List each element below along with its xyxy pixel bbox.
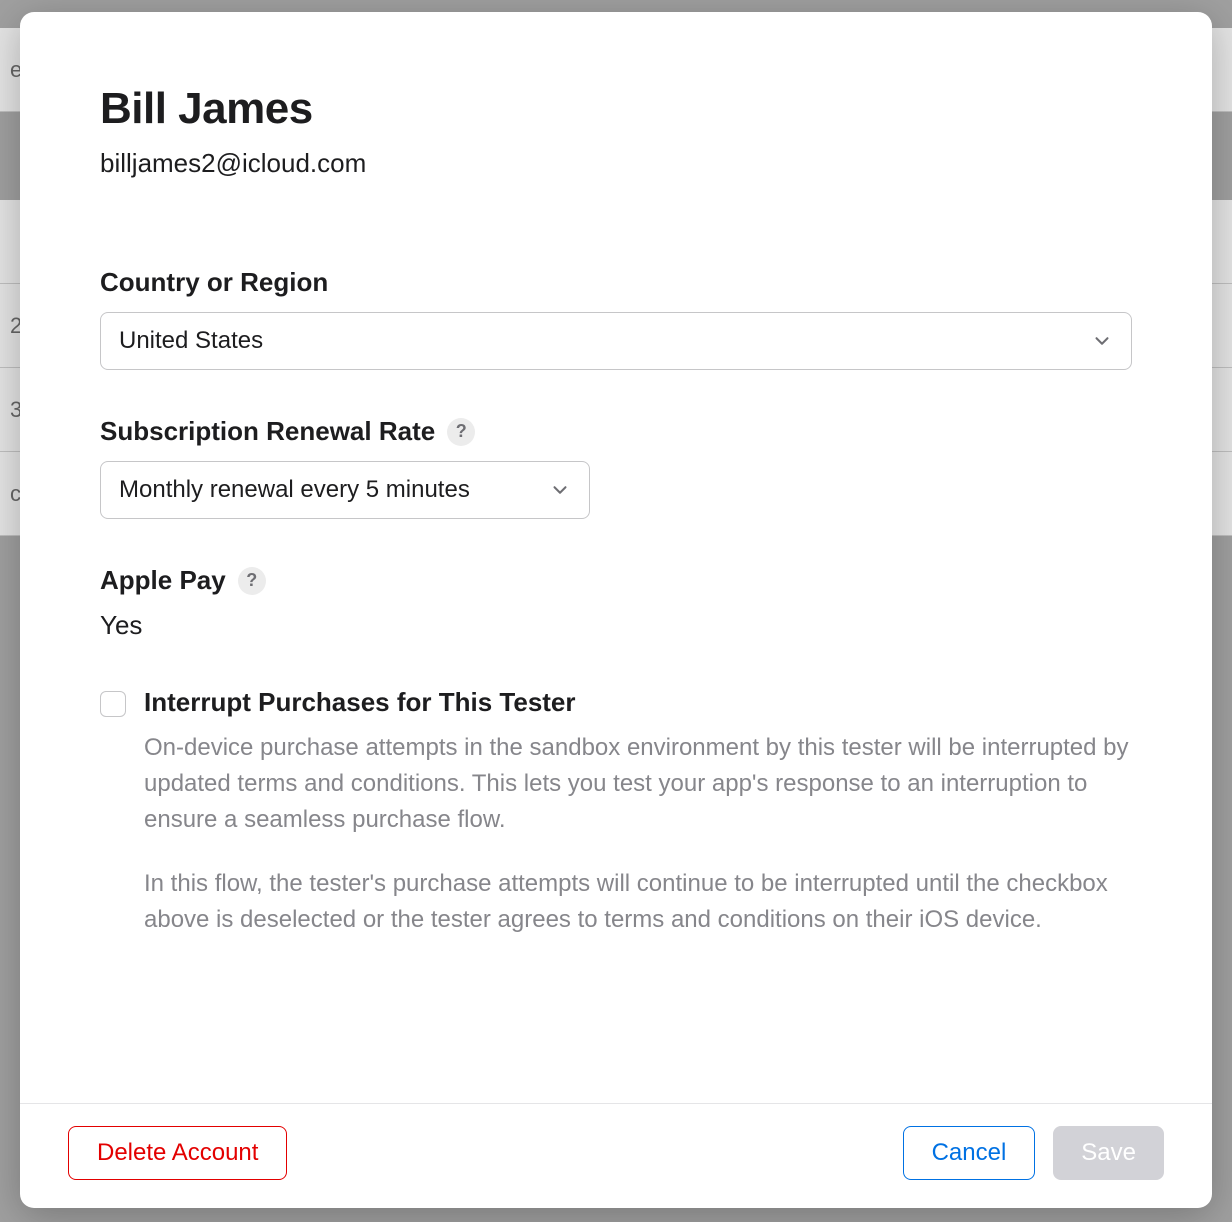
tester-email: billjames2@icloud.com (100, 148, 1132, 179)
renewal-label: Subscription Renewal Rate (100, 416, 435, 447)
interrupt-checkbox-row: Interrupt Purchases for This Tester (100, 687, 1132, 718)
help-icon[interactable]: ? (238, 567, 266, 595)
interrupt-description-1: On-device purchase attempts in the sandb… (144, 730, 1132, 838)
apple-pay-value: Yes (100, 610, 1132, 641)
country-select[interactable]: United States (100, 312, 1132, 370)
interrupt-field: Interrupt Purchases for This Tester On-d… (100, 687, 1132, 938)
delete-account-button[interactable]: Delete Account (68, 1126, 287, 1180)
country-field: Country or Region United States (100, 267, 1132, 370)
apple-pay-label: Apple Pay (100, 565, 226, 596)
tester-name: Bill James (100, 84, 1132, 134)
modal-backdrop: el 2@ 3@ c Bill James billjames2@icloud.… (0, 0, 1232, 1222)
interrupt-label: Interrupt Purchases for This Tester (144, 687, 576, 718)
modal-footer: Delete Account Cancel Save (20, 1103, 1212, 1208)
renewal-label-row: Subscription Renewal Rate ? (100, 416, 1132, 447)
apple-pay-field: Apple Pay ? Yes (100, 565, 1132, 641)
chevron-down-icon (549, 479, 571, 501)
renewal-select[interactable]: Monthly renewal every 5 minutes (100, 461, 590, 519)
modal-body: Bill James billjames2@icloud.com Country… (20, 12, 1212, 1103)
apple-pay-label-row: Apple Pay ? (100, 565, 1132, 596)
interrupt-description-2: In this flow, the tester's purchase atte… (144, 866, 1132, 938)
renewal-field: Subscription Renewal Rate ? Monthly rene… (100, 416, 1132, 519)
save-button[interactable]: Save (1053, 1126, 1164, 1180)
renewal-select-value: Monthly renewal every 5 minutes (119, 476, 470, 504)
tester-settings-modal: Bill James billjames2@icloud.com Country… (20, 12, 1212, 1208)
help-icon[interactable]: ? (447, 418, 475, 446)
interrupt-checkbox[interactable] (100, 691, 126, 717)
chevron-down-icon (1091, 330, 1113, 352)
country-select-value: United States (119, 327, 263, 355)
country-label: Country or Region (100, 267, 1132, 298)
cancel-button[interactable]: Cancel (903, 1126, 1036, 1180)
